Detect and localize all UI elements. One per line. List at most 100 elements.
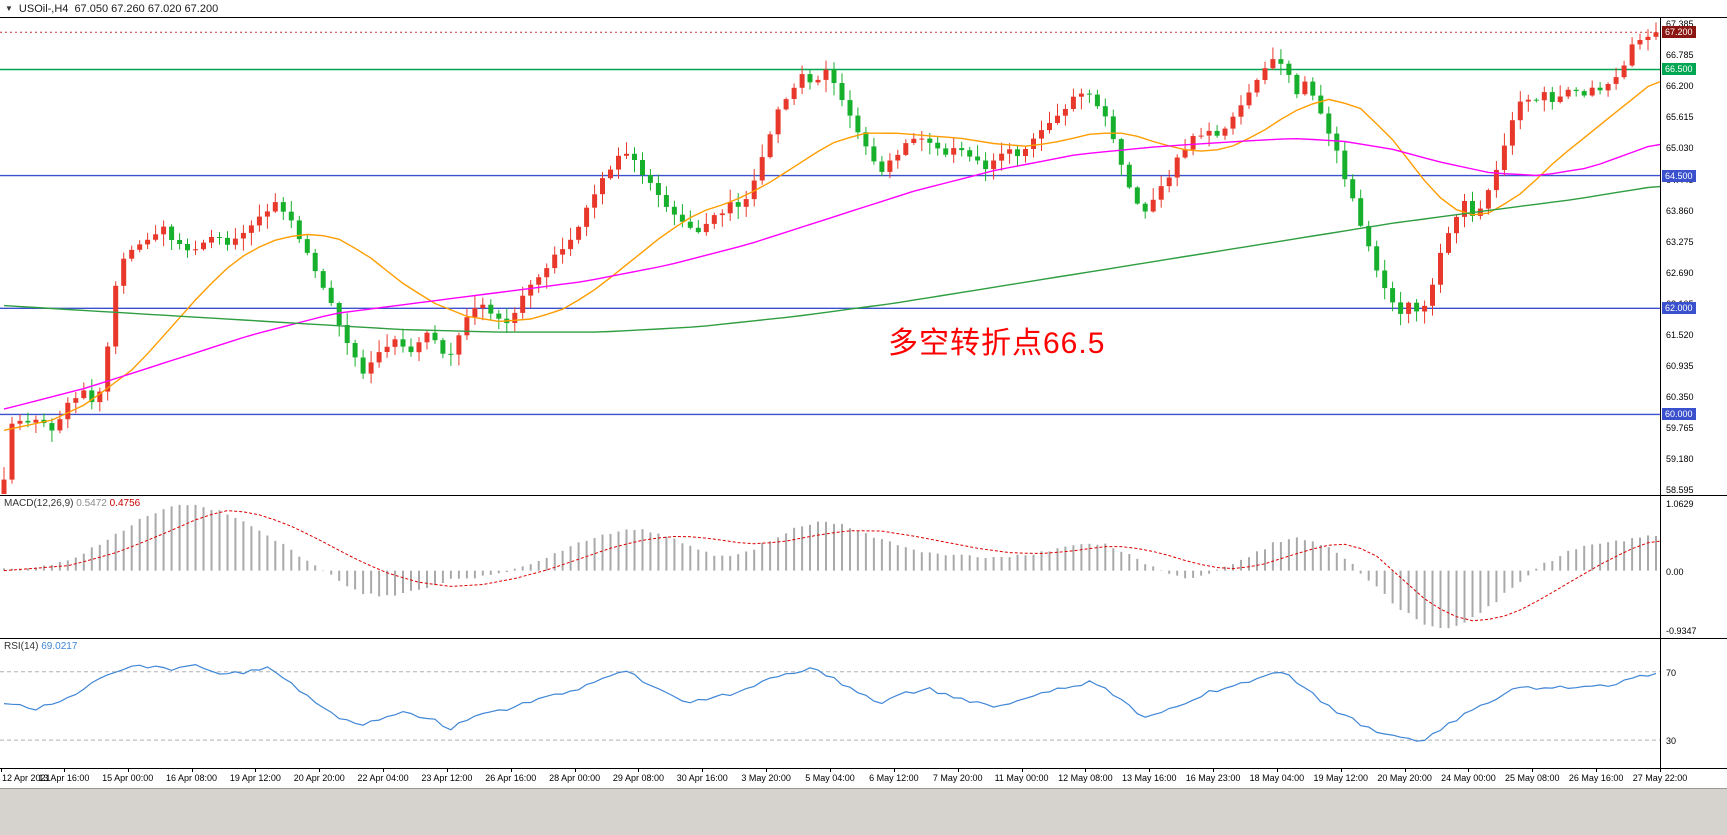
ohlc-readout: 67.050 67.260 67.020 67.200 — [74, 2, 219, 15]
time-tick — [638, 769, 640, 772]
time-axis-label: 13 May 16:00 — [1121, 773, 1177, 783]
time-axis-label: 12 May 08:00 — [1058, 773, 1113, 783]
price-tick-label: 59.765 — [1666, 422, 1694, 433]
price-tick-label: 59.180 — [1666, 453, 1694, 464]
time-tick — [702, 769, 704, 772]
time-tick — [1340, 769, 1342, 772]
annotation-text: 多空转折点66.5 — [888, 327, 1106, 360]
time-axis-label: 3 May 20:00 — [741, 773, 791, 783]
time-axis-label: 13 Apr 16:00 — [38, 773, 90, 783]
time-axis-label: 5 May 04:00 — [805, 773, 855, 783]
time-tick — [574, 769, 576, 772]
rsi-value: 69.0217 — [41, 641, 78, 652]
time-axis-label: 29 Apr 08:00 — [612, 773, 664, 783]
price-tick-label: 65.030 — [1666, 143, 1694, 154]
macd-value-signal: 0.4756 — [109, 498, 141, 509]
macd-tick-label: 0.00 — [1666, 566, 1684, 577]
time-tick — [957, 769, 959, 772]
time-tick — [1149, 769, 1151, 772]
time-tick — [766, 769, 768, 772]
time-axis-label: 6 May 12:00 — [869, 773, 919, 783]
price-axis: 67.38566.78566.20065.61565.03064.44563.8… — [1661, 18, 1727, 495]
macd-canvas[interactable] — [0, 496, 1660, 637]
hline-price-badge: 62.000 — [1662, 302, 1696, 315]
macd-tick-label: 1.0629 — [1666, 499, 1694, 510]
rsi-canvas[interactable] — [0, 639, 1660, 767]
time-axis-label: 28 Apr 00:00 — [549, 773, 601, 783]
time-axis-label: 22 Apr 04:00 — [357, 773, 409, 783]
time-tick — [319, 769, 321, 772]
rsi-label: RSI(14) 69.0217 — [4, 641, 78, 652]
time-tick — [1660, 769, 1661, 772]
time-tick — [446, 769, 448, 772]
time-axis: 12 Apr 2021 13 Apr 16:00 15 Apr 00:00 16 Ap… — [0, 769, 1727, 788]
time-axis-label: 19 May 12:00 — [1313, 773, 1369, 783]
time-tick — [1468, 769, 1470, 772]
time-axis-label: 19 Apr 12:00 — [229, 773, 281, 783]
time-tick — [63, 769, 65, 772]
hline-price-badge: 66.500 — [1662, 63, 1696, 76]
time-axis-label: 18 May 04:00 — [1249, 773, 1305, 783]
time-axis-label: 26 May 16:00 — [1568, 773, 1624, 783]
time-tick — [1596, 769, 1598, 772]
price-tick-label: 60.935 — [1666, 360, 1694, 371]
price-tick-label: 66.785 — [1666, 50, 1694, 61]
price-tick-label: 63.275 — [1666, 236, 1694, 247]
time-tick — [383, 769, 385, 772]
price-tick-label: 58.595 — [1666, 484, 1694, 495]
macd-tick-label: -0.9347 — [1666, 625, 1697, 636]
current-price-badge: 67.200 — [1662, 26, 1696, 39]
time-tick — [255, 769, 257, 772]
macd-value-main: 0.5472 — [76, 498, 107, 509]
time-axis-label: 27 May 22:00 — [1632, 773, 1688, 783]
time-tick — [510, 769, 512, 772]
time-axis-label: 7 May 20:00 — [932, 773, 983, 783]
price-tick-label: 62.690 — [1666, 267, 1694, 278]
candlestick-canvas[interactable] — [0, 18, 1660, 494]
price-tick-label: 66.200 — [1666, 81, 1694, 92]
time-axis-label: 30 Apr 16:00 — [676, 773, 728, 783]
time-axis-label: 16 May 23:00 — [1185, 773, 1241, 783]
time-axis-label: 24 May 00:00 — [1441, 773, 1496, 783]
time-tick — [127, 769, 129, 772]
time-axis-label: 23 Apr 12:00 — [421, 773, 473, 783]
time-axis-label: 26 Apr 16:00 — [485, 773, 537, 783]
price-tick-label: 60.350 — [1666, 391, 1694, 402]
time-axis-label: 11 May 00:00 — [994, 773, 1049, 783]
rsi-axis: 70 30 — [1661, 639, 1727, 768]
symbol-dropdown-icon[interactable]: ▼ — [5, 4, 13, 13]
time-tick — [1, 769, 2, 772]
price-tick-label: 65.615 — [1666, 112, 1694, 123]
time-axis-label: 15 Apr 00:00 — [102, 773, 154, 783]
time-tick — [1404, 769, 1406, 772]
macd-plot[interactable]: MACD(12,26,9) 0.5472 0.4756 — [0, 496, 1661, 638]
price-tick-label: 67.385 — [1666, 18, 1694, 29]
time-tick — [1276, 769, 1278, 772]
macd-label: MACD(12,26,9) 0.5472 0.4756 — [4, 498, 141, 509]
time-tick — [1085, 769, 1087, 772]
time-tick — [191, 769, 193, 772]
time-tick — [893, 769, 895, 772]
rsi-level-label: 30 — [1666, 736, 1677, 747]
symbol-title: USOil-,H4 — [18, 2, 69, 15]
time-tick — [1532, 769, 1534, 772]
time-axis-label: 20 Apr 20:00 — [293, 773, 345, 783]
rsi-level-label: 70 — [1666, 667, 1677, 678]
chart-titlebar: ▼ USOil-,H4 67.050 67.260 67.020 67.200 — [0, 0, 1727, 17]
time-axis-label: 12 Apr 2021 — [2, 773, 51, 783]
rsi-plot[interactable]: RSI(14) 69.0217 — [0, 639, 1661, 768]
time-tick — [1213, 769, 1215, 772]
hline-price-badge: 64.500 — [1662, 169, 1696, 182]
price-tick-label: 61.520 — [1666, 329, 1694, 340]
time-tick — [830, 769, 831, 772]
price-tick-label: 63.860 — [1666, 205, 1694, 216]
time-axis-label: 16 Apr 08:00 — [166, 773, 218, 783]
time-axis-label: 25 May 08:00 — [1505, 773, 1560, 783]
hline-price-badge: 60.000 — [1662, 408, 1696, 421]
time-axis-label: 20 May 20:00 — [1377, 773, 1432, 783]
macd-axis: 1.0629 0.00 -0.9347 — [1661, 496, 1727, 638]
price-chart-plot[interactable]: 多空转折点66.5 — [0, 18, 1661, 495]
chart-bottom-strip — [0, 788, 1727, 835]
time-tick — [1021, 769, 1023, 772]
